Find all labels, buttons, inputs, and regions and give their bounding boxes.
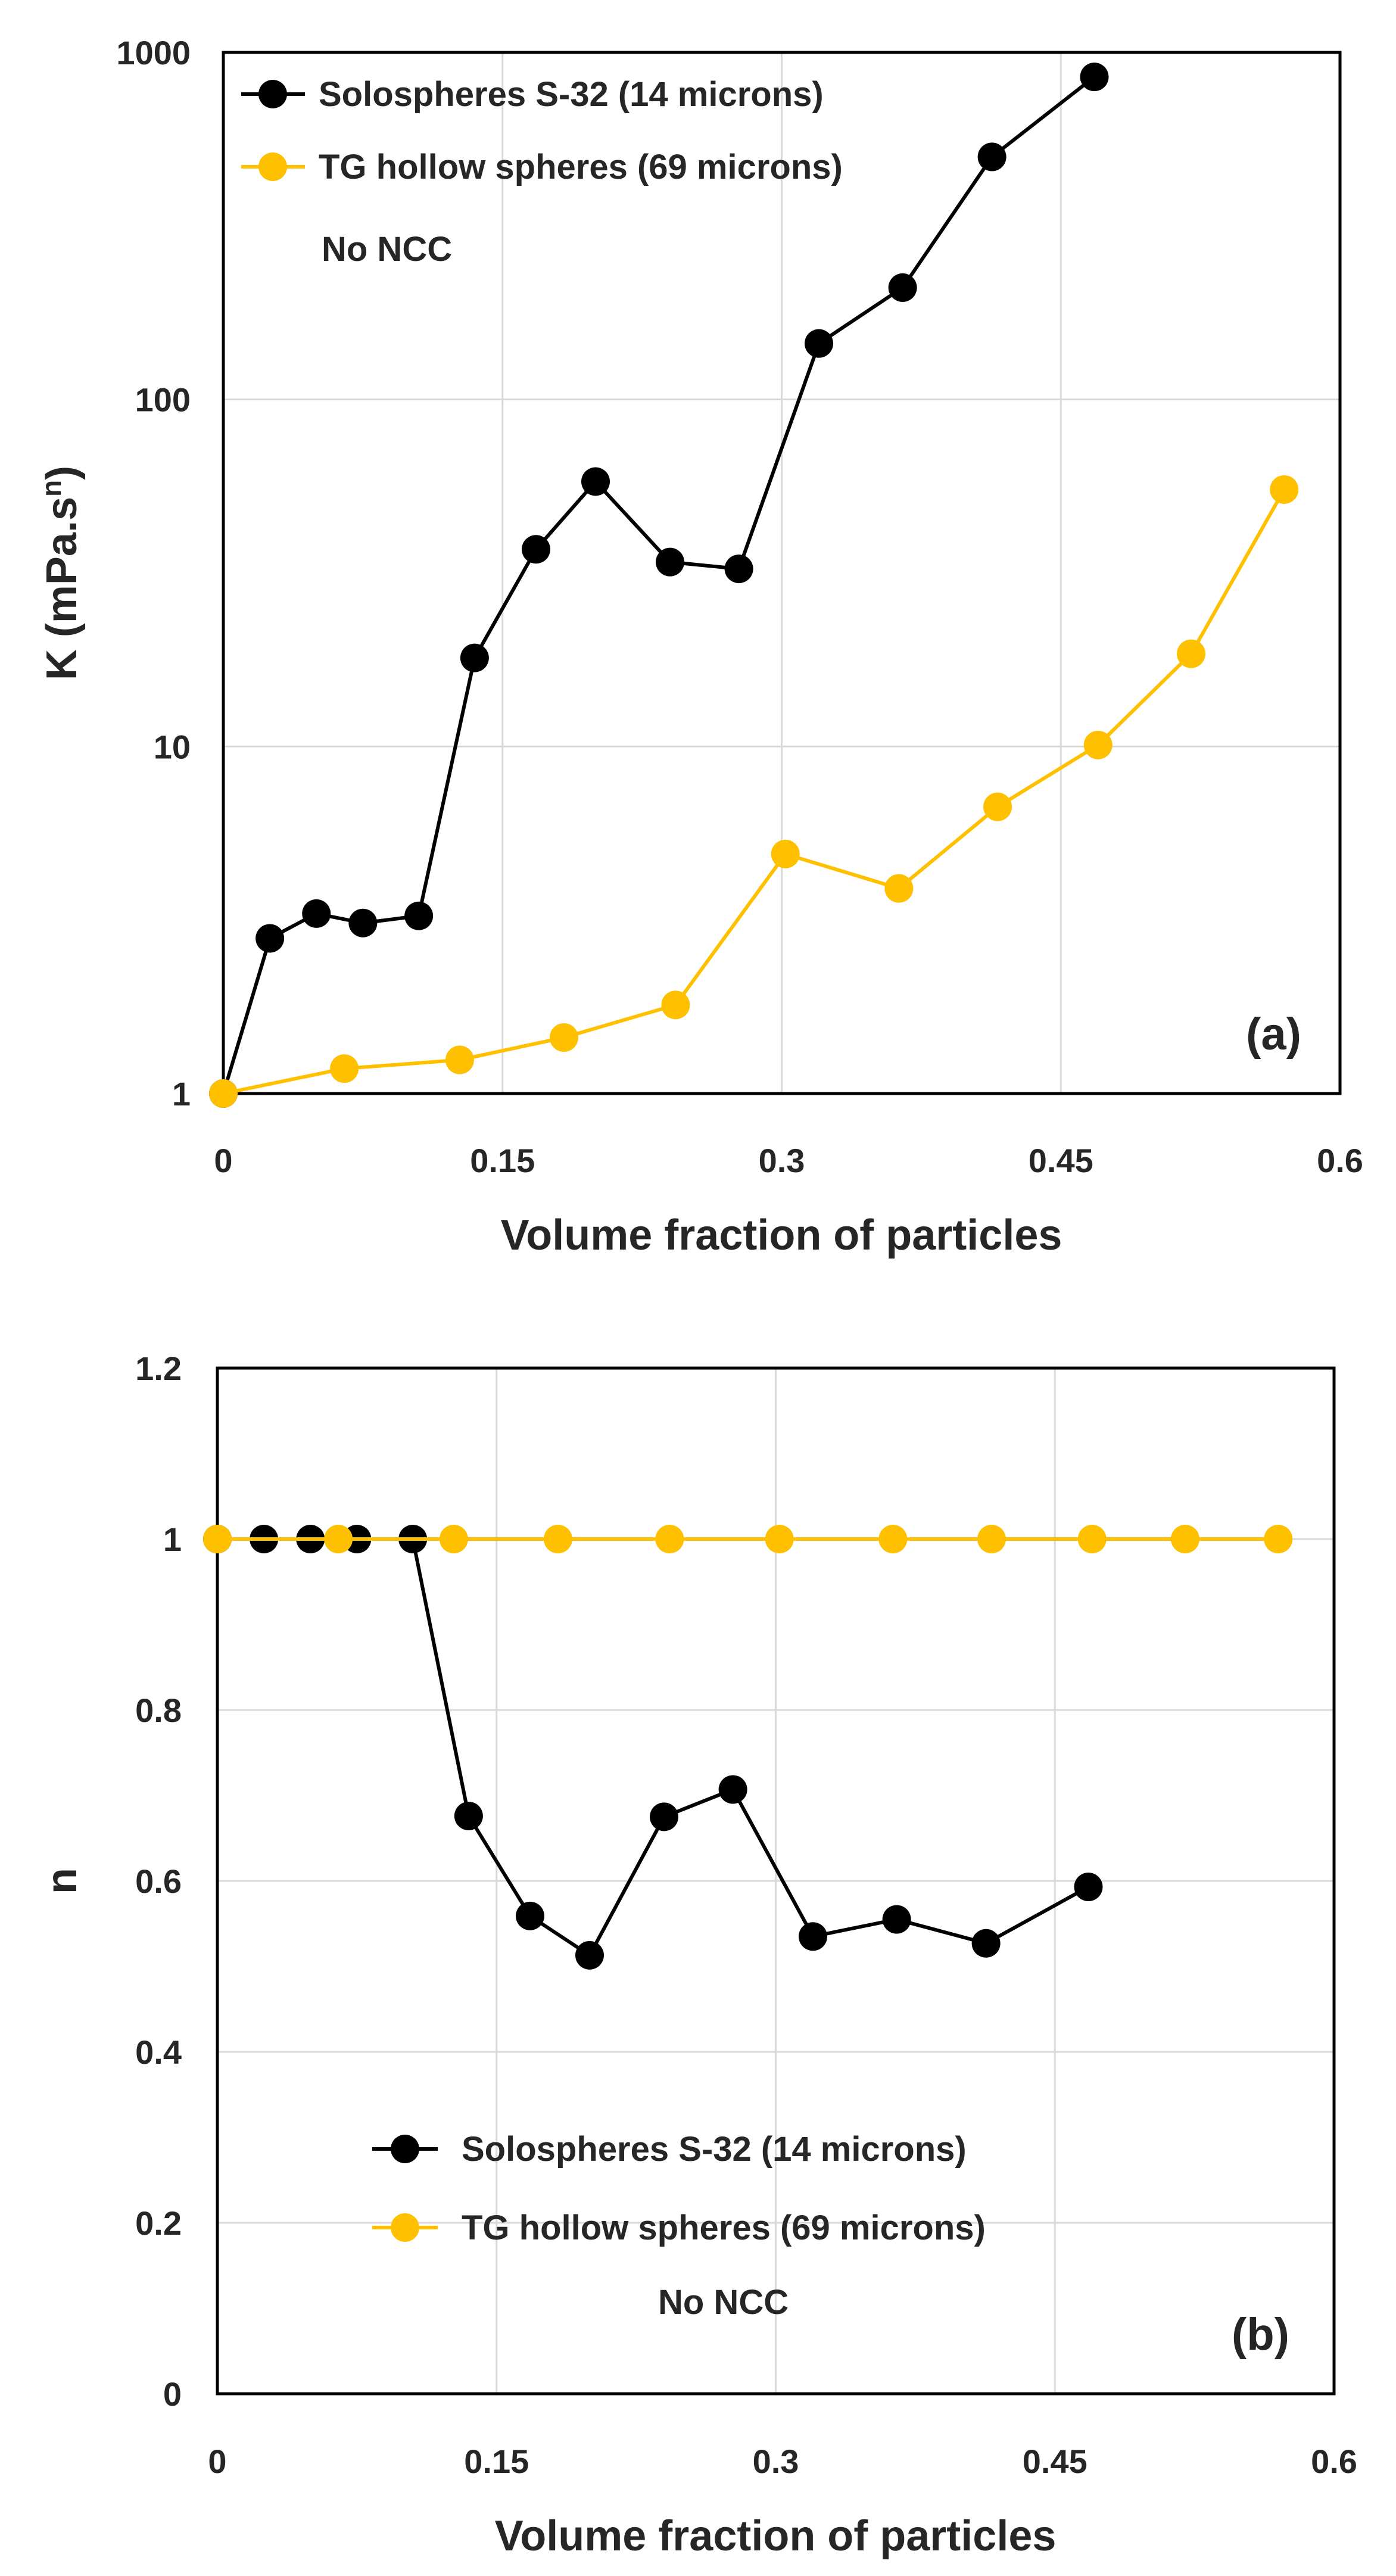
data-point-solospheres-s-32-14-microns (302, 899, 331, 928)
x-tick-label: 0.45 (1029, 1142, 1093, 1179)
panel-b-label: (b) (1232, 2309, 1289, 2360)
y-tick-label: 0.8 (135, 1692, 182, 1729)
data-point-solospheres-s-32-14-microns (799, 1922, 827, 1951)
legend-label-solospheres: Solospheres S-32 (14 microns) (462, 2130, 967, 2169)
panel-a-y-ticks: 1 10 100 1000 (116, 34, 191, 1113)
panel-a: 1 10 100 1000 0 0.15 0.3 0.45 0.6 Volume fracti… (36, 34, 1363, 1259)
data-point-solospheres-s-32-14-microns (888, 273, 917, 302)
data-point-solospheres-s-32-14-microns (971, 1929, 1001, 1958)
legend-label-tg-hollow-spheres: TG hollow spheres (69 microns) (462, 2209, 986, 2247)
data-point-tg-hollow-spheres-69-microns (765, 1525, 794, 1553)
y-tick-label: 10 (154, 728, 191, 765)
x-tick-label: 0 (208, 2443, 226, 2480)
legend-marker-tg-hollow-spheres (391, 2213, 419, 2242)
data-point-tg-hollow-spheres-69-microns (330, 1054, 359, 1083)
y-tick-label: 1 (172, 1075, 191, 1113)
panel-b: 0 0.2 0.4 0.6 0.8 1 1.2 0 0.15 0.3 0.45 0.6 Volume… (38, 1350, 1357, 2560)
data-point-solospheres-s-32-14-microns (581, 467, 610, 496)
data-point-tg-hollow-spheres-69-microns (1077, 1525, 1107, 1553)
data-point-solospheres-s-32-14-microns (805, 329, 833, 358)
legend-marker-tg-hollow-spheres (258, 152, 287, 181)
y-tick-label: 0.4 (135, 2033, 182, 2071)
x-tick-label: 0.3 (759, 1142, 805, 1179)
data-point-solospheres-s-32-14-microns (650, 1802, 678, 1831)
panel-a-series (209, 63, 1299, 1108)
x-tick-label: 0.15 (470, 1142, 535, 1179)
panel-b-y-ticks: 0 0.2 0.4 0.6 0.8 1 1.2 (135, 1350, 182, 2413)
data-point-tg-hollow-spheres-69-microns (1177, 639, 1205, 668)
x-tick-label: 0.6 (1317, 1142, 1363, 1179)
panel-a-x-axis-title: Volume fraction of particles (501, 1211, 1062, 1259)
y-tick-label: 1.2 (135, 1350, 182, 1387)
data-point-solospheres-s-32-14-microns (404, 901, 434, 930)
data-point-solospheres-s-32-14-microns (1074, 1873, 1103, 1902)
data-point-tg-hollow-spheres-69-microns (543, 1525, 572, 1553)
panel-b-annotation: No NCC (658, 2283, 789, 2322)
y-tick-label: 1 (163, 1521, 182, 1558)
data-point-tg-hollow-spheres-69-microns (549, 1023, 578, 1052)
data-point-solospheres-s-32-14-microns (348, 908, 378, 937)
x-tick-label: 0.3 (753, 2443, 799, 2480)
y-tick-label: 1000 (116, 34, 191, 71)
data-point-tg-hollow-spheres-69-microns (1171, 1525, 1199, 1553)
data-point-solospheres-s-32-14-microns (882, 1905, 911, 1934)
panel-a-label: (a) (1246, 1009, 1301, 1060)
panel-a-legend: Solospheres S-32 (14 microns) TG hollow … (241, 75, 843, 186)
data-point-solospheres-s-32-14-microns (575, 1940, 604, 1970)
data-point-solospheres-s-32-14-microns (977, 142, 1007, 172)
panel-b-y-axis-title: n (38, 1868, 86, 1894)
legend-label-tg-hollow-spheres: TG hollow spheres (69 microns) (319, 148, 843, 186)
data-point-tg-hollow-spheres-69-microns (445, 1045, 474, 1074)
data-point-tg-hollow-spheres-69-microns (661, 990, 690, 1020)
legend-marker-solospheres (391, 2135, 419, 2163)
data-point-tg-hollow-spheres-69-microns (878, 1525, 908, 1553)
data-point-tg-hollow-spheres-69-microns (1264, 1525, 1293, 1553)
data-point-solospheres-s-32-14-microns (460, 643, 489, 672)
panel-a-x-ticks: 0 0.15 0.3 0.45 0.6 (214, 1142, 1363, 1179)
data-point-solospheres-s-32-14-microns (522, 535, 550, 564)
panel-a-plot-frame (222, 51, 1342, 1095)
panel-b-legend: Solospheres S-32 (14 microns) TG hollow … (372, 2130, 986, 2247)
data-point-solospheres-s-32-14-microns (516, 1901, 544, 1930)
panel-b-plot-frame (216, 1366, 1336, 2396)
legend-marker-solospheres (258, 80, 287, 108)
data-point-tg-hollow-spheres-69-microns (771, 839, 800, 868)
data-point-tg-hollow-spheres-69-microns (1083, 730, 1113, 759)
data-point-tg-hollow-spheres-69-microns (1270, 475, 1299, 504)
data-point-tg-hollow-spheres-69-microns (209, 1079, 238, 1108)
legend-label-solospheres: Solospheres S-32 (14 microns) (319, 75, 824, 114)
data-point-tg-hollow-spheres-69-microns (977, 1525, 1006, 1553)
data-point-solospheres-s-32-14-microns (718, 1775, 747, 1804)
data-point-solospheres-s-32-14-microns (656, 547, 684, 577)
x-tick-label: 0.6 (1311, 2443, 1357, 2480)
data-point-solospheres-s-32-14-microns (724, 555, 753, 584)
data-point-tg-hollow-spheres-69-microns (203, 1525, 232, 1553)
y-tick-label: 100 (135, 381, 191, 419)
x-tick-label: 0.45 (1023, 2443, 1087, 2480)
panel-b-x-axis-title: Volume fraction of particles (495, 2512, 1057, 2560)
panel-a-y-axis-title: K (mPa.sn) (36, 466, 86, 680)
panel-b-series (203, 1525, 1293, 1970)
panel-a-annotation: No NCC (322, 230, 452, 269)
data-point-tg-hollow-spheres-69-microns (884, 874, 914, 903)
data-point-tg-hollow-spheres-69-microns (655, 1525, 684, 1553)
y-tick-label: 0.6 (135, 1862, 182, 1900)
data-point-solospheres-s-32-14-microns (1080, 63, 1109, 92)
data-point-solospheres-s-32-14-microns (454, 1801, 483, 1830)
data-point-tg-hollow-spheres-69-microns (439, 1525, 468, 1553)
y-tick-label: 0.2 (135, 2204, 182, 2242)
data-point-tg-hollow-spheres-69-microns (324, 1525, 353, 1553)
panel-b-x-ticks: 0 0.15 0.3 0.45 0.6 (208, 2443, 1357, 2480)
x-tick-label: 0 (214, 1142, 232, 1179)
panel-a-grid (223, 52, 1340, 1094)
data-point-tg-hollow-spheres-69-microns (983, 792, 1012, 821)
data-point-solospheres-s-32-14-microns (255, 924, 285, 953)
x-tick-label: 0.15 (464, 2443, 529, 2480)
y-tick-label: 0 (163, 2375, 182, 2413)
